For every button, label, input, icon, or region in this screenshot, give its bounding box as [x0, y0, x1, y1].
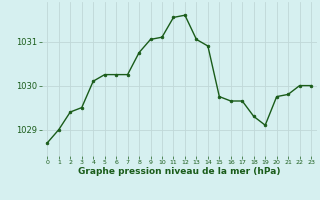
X-axis label: Graphe pression niveau de la mer (hPa): Graphe pression niveau de la mer (hPa): [78, 167, 280, 176]
